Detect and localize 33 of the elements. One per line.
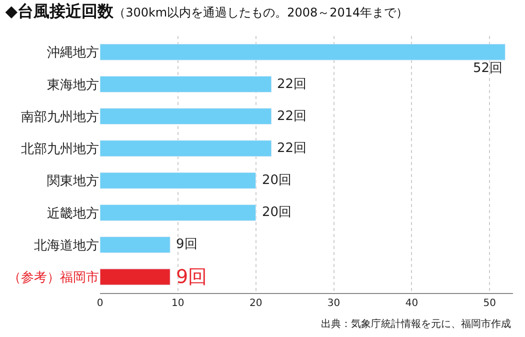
data-label: 22回: [277, 109, 307, 124]
bar: [100, 172, 256, 189]
bar: [100, 268, 170, 286]
source-note: 出典：気象庁統計情報を元に、福岡市作成: [321, 318, 511, 330]
chart-title: ◆台風接近回数: [5, 1, 115, 20]
bar: [100, 76, 272, 92]
data-label: 22回: [277, 141, 307, 156]
y-tick-label: 南部九州地方: [21, 108, 99, 125]
x-tick-label: 50: [483, 298, 496, 309]
y-tick-label: （参考）福岡市: [8, 270, 99, 286]
x-tick-label: 30: [327, 298, 340, 309]
x-tick-label: 40: [405, 298, 418, 309]
y-tick-label: 関東地方: [47, 173, 99, 190]
y-tick-label: 沖縄地方: [47, 44, 99, 61]
data-label: 9回: [176, 266, 208, 288]
bar: [100, 44, 506, 60]
data-label: 52回: [473, 61, 503, 76]
chart-subtitle: （300km以内を通過したもの。2008～2014年まで）: [114, 5, 408, 20]
y-tick-label: 東海地方: [47, 76, 99, 93]
bar: [100, 236, 170, 254]
bar: [100, 204, 256, 221]
x-tick-label: 10: [172, 298, 184, 309]
bar: [100, 140, 272, 157]
x-tick-label: 0: [96, 298, 104, 309]
data-label: 20回: [262, 173, 292, 188]
data-label: 9回: [176, 237, 198, 252]
y-tick-label: 北部九州地方: [21, 140, 99, 157]
y-tick-label: 北海道地方: [34, 237, 99, 254]
y-tick-label: 近畿地方: [47, 205, 99, 222]
data-label: 20回: [262, 205, 292, 220]
bar: [100, 108, 272, 125]
data-label: 22回: [277, 77, 307, 92]
x-tick-label: 20: [249, 298, 262, 309]
